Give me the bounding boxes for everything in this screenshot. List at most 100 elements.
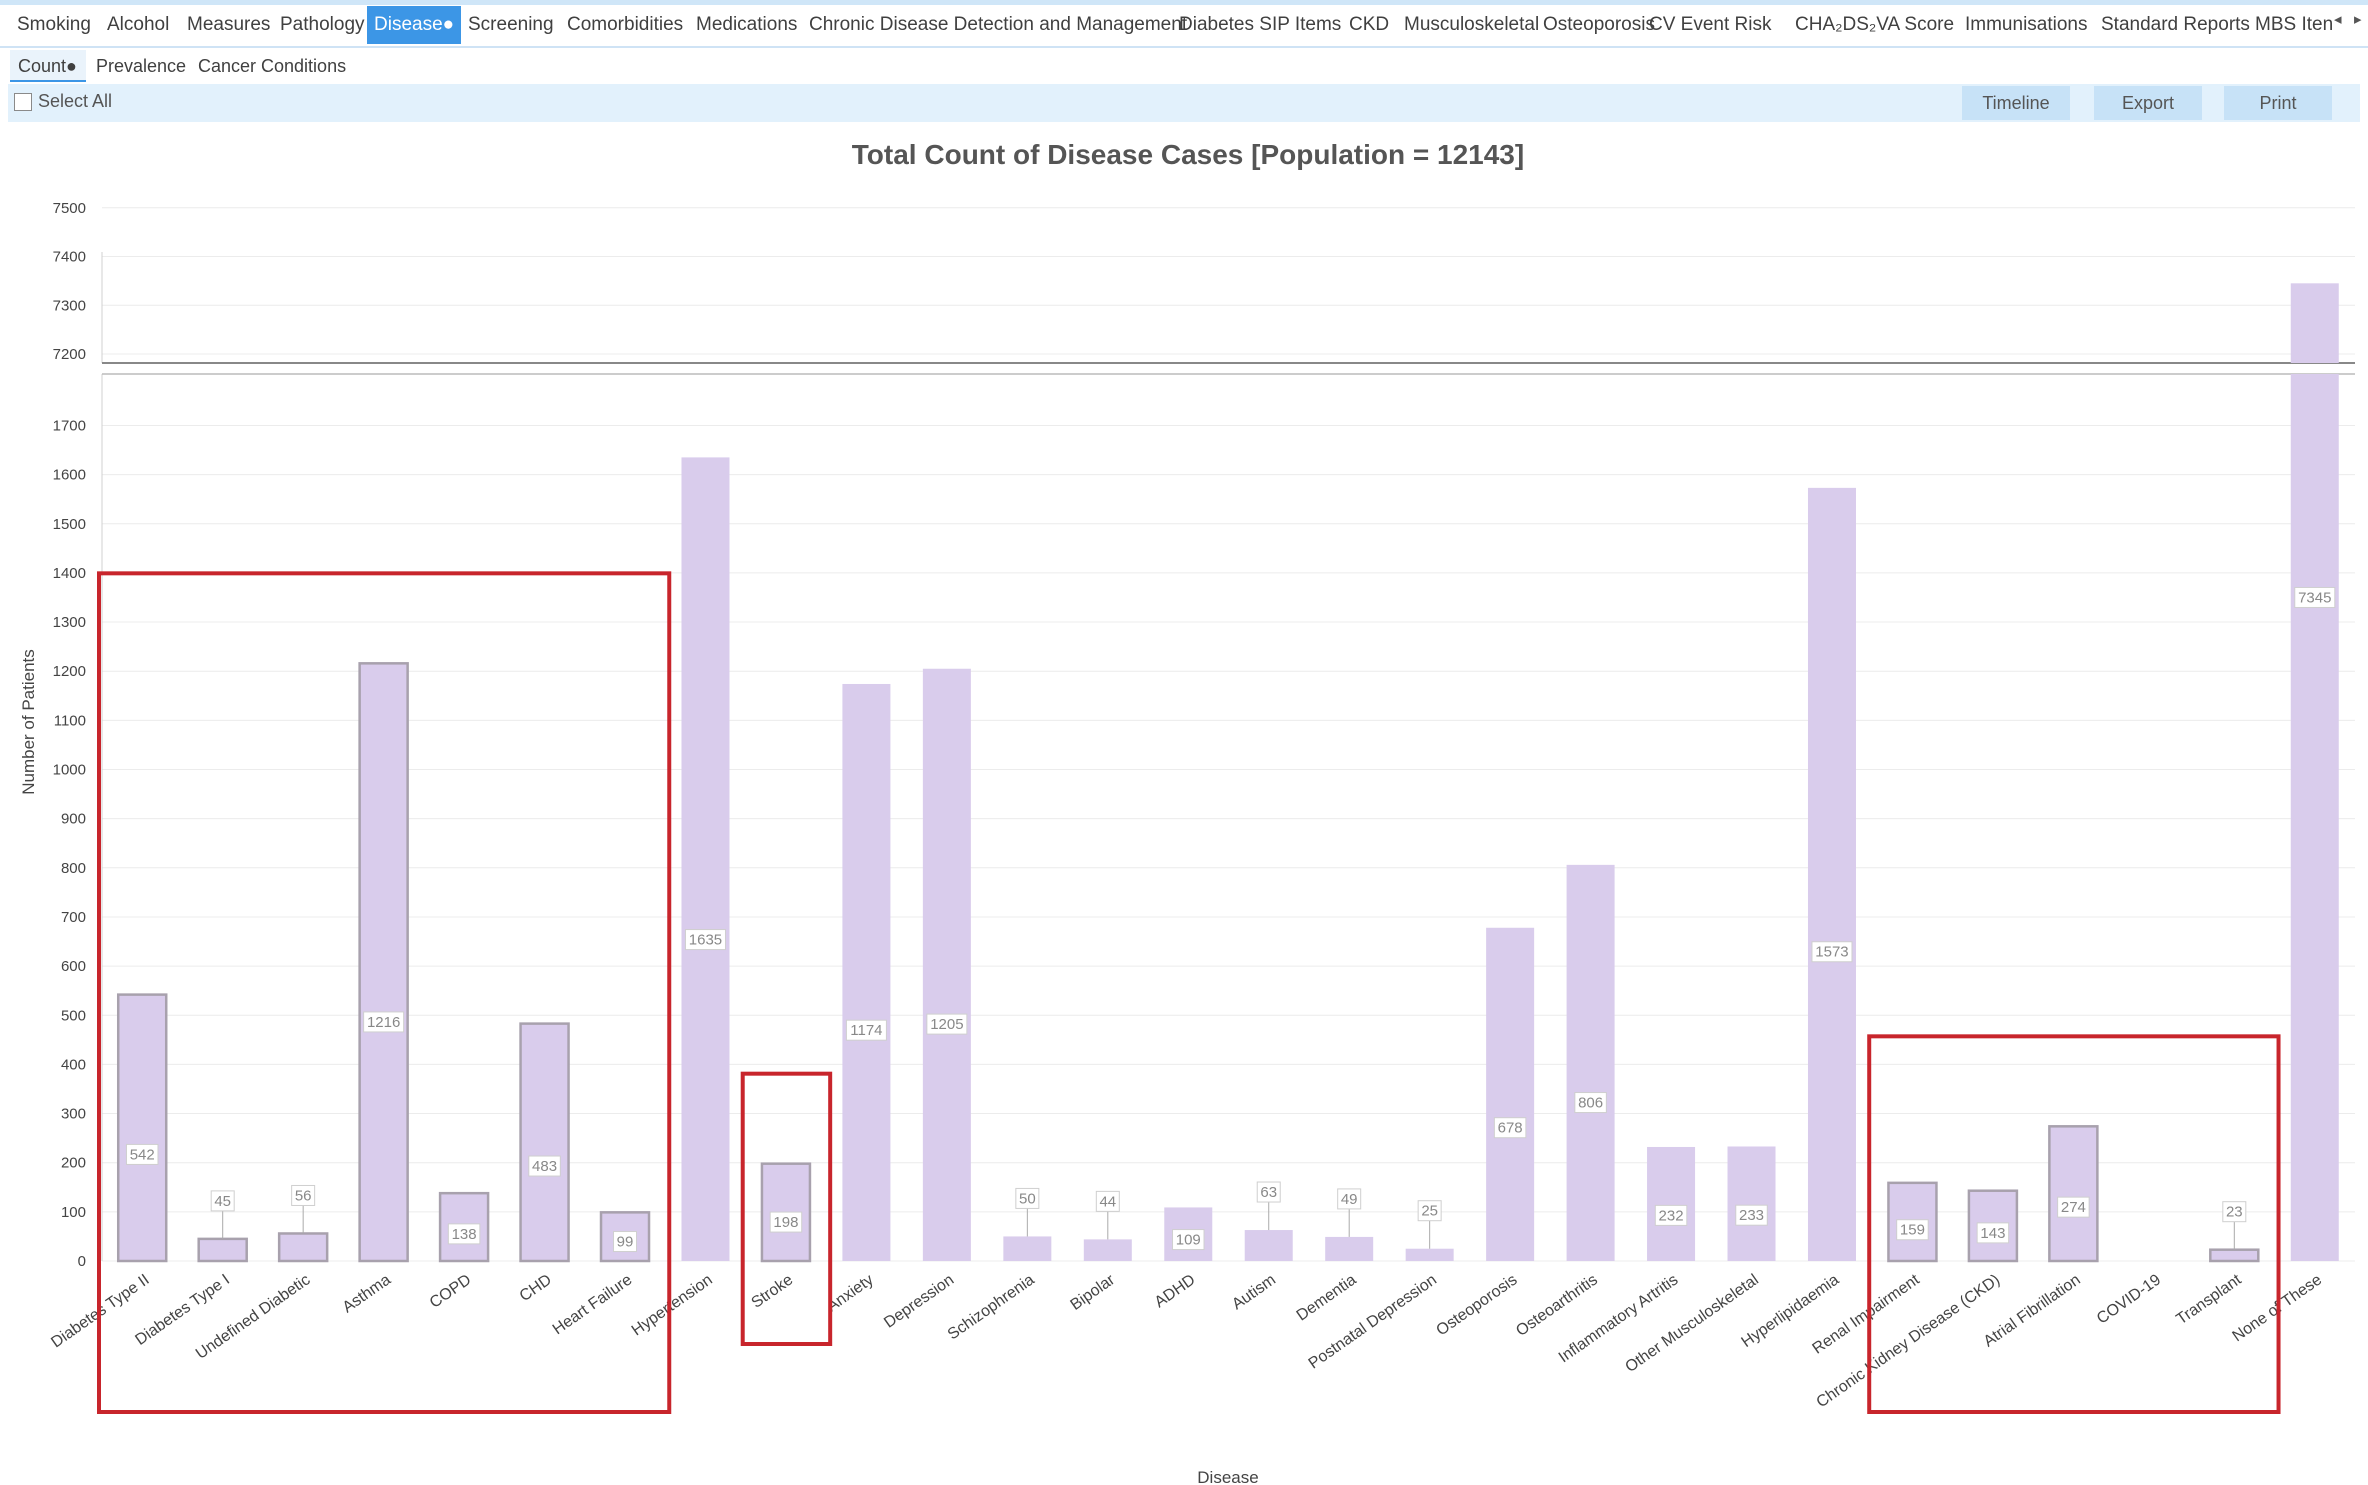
bar[interactable] bbox=[1486, 927, 1535, 1261]
data-label-box bbox=[210, 1190, 235, 1212]
nav-tab-osteoporosis[interactable]: Osteoporosis bbox=[1543, 14, 1655, 35]
nav-tab-musculoskeletal[interactable]: Musculoskeletal bbox=[1404, 14, 1540, 35]
nav-tab-measures[interactable]: Measures bbox=[187, 14, 271, 35]
data-label: 159 bbox=[1900, 1222, 1925, 1239]
data-label: 1174 bbox=[850, 1022, 882, 1039]
data-label-box bbox=[1735, 1204, 1768, 1226]
bar[interactable] bbox=[842, 683, 891, 1261]
select-all-checkbox[interactable] bbox=[14, 93, 32, 111]
data-label: 109 bbox=[1176, 1232, 1201, 1249]
data-label: 1216 bbox=[367, 1014, 400, 1031]
print-button[interactable]: Print bbox=[2224, 86, 2332, 120]
nav-accent-strip bbox=[0, 0, 2368, 5]
bar[interactable] bbox=[1244, 1230, 1293, 1261]
subtab-count[interactable]: Count● bbox=[10, 50, 86, 82]
bar[interactable] bbox=[1003, 1236, 1052, 1261]
data-label: 1635 bbox=[689, 932, 722, 949]
scroll-right-icon[interactable]: ▸ bbox=[2354, 11, 2362, 28]
nav-tab-medications[interactable]: Medications bbox=[696, 14, 798, 35]
y-tick-label: 7300 bbox=[53, 297, 86, 314]
data-label-box bbox=[291, 1184, 316, 1206]
data-label: 678 bbox=[1498, 1120, 1523, 1137]
highlight-boxes bbox=[97, 571, 2281, 1414]
nav-tab-immunisations[interactable]: Immunisations bbox=[1965, 14, 2088, 35]
category-label: Depression bbox=[881, 1271, 957, 1331]
data-label: 1573 bbox=[1815, 944, 1848, 961]
nav-tab-diabetes-sip-items[interactable]: Diabetes SIP Items bbox=[1179, 14, 1342, 35]
y-tick-label: 300 bbox=[61, 1106, 86, 1123]
y-tick-label: 7500 bbox=[53, 200, 86, 217]
data-label-box bbox=[1654, 1204, 1688, 1226]
data-label-box bbox=[447, 1223, 481, 1245]
y-tick-label: 7400 bbox=[53, 249, 86, 266]
bar[interactable] bbox=[1566, 864, 1615, 1261]
data-label-box bbox=[1493, 1117, 1527, 1139]
category-label: Stroke bbox=[749, 1271, 797, 1312]
export-button[interactable]: Export bbox=[2094, 86, 2202, 120]
nav-tab-alcohol[interactable]: Alcohol bbox=[107, 14, 170, 35]
bar[interactable] bbox=[116, 993, 168, 1263]
y-tick-label: 100 bbox=[61, 1204, 86, 1221]
bar[interactable] bbox=[2048, 1125, 2099, 1263]
bar[interactable] bbox=[2209, 1248, 2260, 1263]
data-label: 50 bbox=[1019, 1190, 1036, 1207]
bar[interactable] bbox=[1083, 1239, 1132, 1261]
bar-upper-segment[interactable] bbox=[2290, 283, 2339, 363]
data-label: 143 bbox=[1980, 1225, 2005, 1242]
nav-tab-comorbidities[interactable]: Comorbidities bbox=[567, 14, 684, 35]
data-label: 99 bbox=[617, 1234, 634, 1251]
y-tick-label: 1500 bbox=[53, 516, 86, 533]
chart-title: Total Count of Disease Cases [Population… bbox=[852, 139, 1524, 170]
category-label: ADHD bbox=[1152, 1271, 1199, 1311]
data-label-box bbox=[125, 1143, 159, 1165]
bar[interactable] bbox=[681, 457, 730, 1262]
data-label-box bbox=[528, 1155, 561, 1177]
bar[interactable] bbox=[1325, 1236, 1374, 1261]
category-label: Postnatal Depression bbox=[1306, 1271, 1440, 1372]
nav-tab-chronic-disease-detection-and-management[interactable]: Chronic Disease Detection and Management bbox=[809, 14, 1188, 35]
timeline-button[interactable]: Timeline bbox=[1962, 86, 2070, 120]
nav-tab-smoking[interactable]: Smoking bbox=[17, 14, 91, 35]
x-axis-title: Disease bbox=[1197, 1468, 1258, 1485]
category-label: Transplant bbox=[2173, 1271, 2245, 1328]
nav-tab-ckd[interactable]: CKD bbox=[1349, 14, 1390, 35]
bar[interactable] bbox=[1727, 1146, 1776, 1261]
bar[interactable] bbox=[1807, 487, 1856, 1262]
nav-tab-disease[interactable]: Disease● bbox=[367, 6, 461, 44]
data-label: 232 bbox=[1659, 1207, 1684, 1224]
bar[interactable] bbox=[277, 1232, 329, 1263]
nav-tab-pathology[interactable]: Pathology bbox=[280, 14, 365, 35]
data-label: 274 bbox=[2061, 1199, 2086, 1216]
y-tick-label: 400 bbox=[61, 1056, 86, 1073]
category-label: COVID-19 bbox=[2094, 1271, 2164, 1327]
y-tick-label: 1200 bbox=[53, 663, 86, 680]
data-label: 45 bbox=[214, 1193, 231, 1210]
subtab-prevalence[interactable]: Prevalence bbox=[96, 56, 187, 76]
bar[interactable] bbox=[358, 662, 409, 1263]
category-label: Hypertension bbox=[629, 1271, 716, 1339]
data-label: 806 bbox=[1578, 1095, 1603, 1112]
data-label: 63 bbox=[1260, 1184, 1277, 1201]
data-label-box bbox=[1172, 1229, 1205, 1251]
nav-tab-standard-reports[interactable]: Standard Reports bbox=[2101, 14, 2250, 35]
scroll-left-icon[interactable]: ◂ bbox=[2334, 11, 2342, 28]
nav-tab-mbs-iten[interactable]: MBS Iten bbox=[2255, 14, 2334, 35]
y-tick-label: 1700 bbox=[53, 417, 86, 434]
bar[interactable] bbox=[197, 1237, 248, 1263]
data-label: 25 bbox=[1421, 1203, 1438, 1220]
bar[interactable] bbox=[519, 1022, 570, 1263]
subtab-cancer-conditions[interactable]: Cancer Conditions bbox=[198, 56, 347, 76]
bars bbox=[116, 283, 2339, 1263]
y-tick-label: 0 bbox=[78, 1253, 86, 1270]
data-label-box bbox=[926, 1013, 968, 1035]
nav-tab-cha-ds-va-score[interactable]: CHA₂DS₂VA Score bbox=[1795, 14, 1955, 35]
y-tick-label: 1000 bbox=[53, 762, 86, 779]
bar[interactable] bbox=[1647, 1146, 1696, 1261]
bar[interactable] bbox=[2290, 374, 2339, 1261]
data-labels: 542 45 56 1216 138 483 99 1635 198 1174 1205 50 44 10… bbox=[125, 586, 2336, 1253]
nav-tab-cv-event-risk[interactable]: CV Event Risk bbox=[1649, 14, 1772, 35]
nav-tab-screening[interactable]: Screening bbox=[468, 14, 554, 35]
bar[interactable] bbox=[922, 668, 971, 1261]
bar[interactable] bbox=[1405, 1248, 1454, 1261]
